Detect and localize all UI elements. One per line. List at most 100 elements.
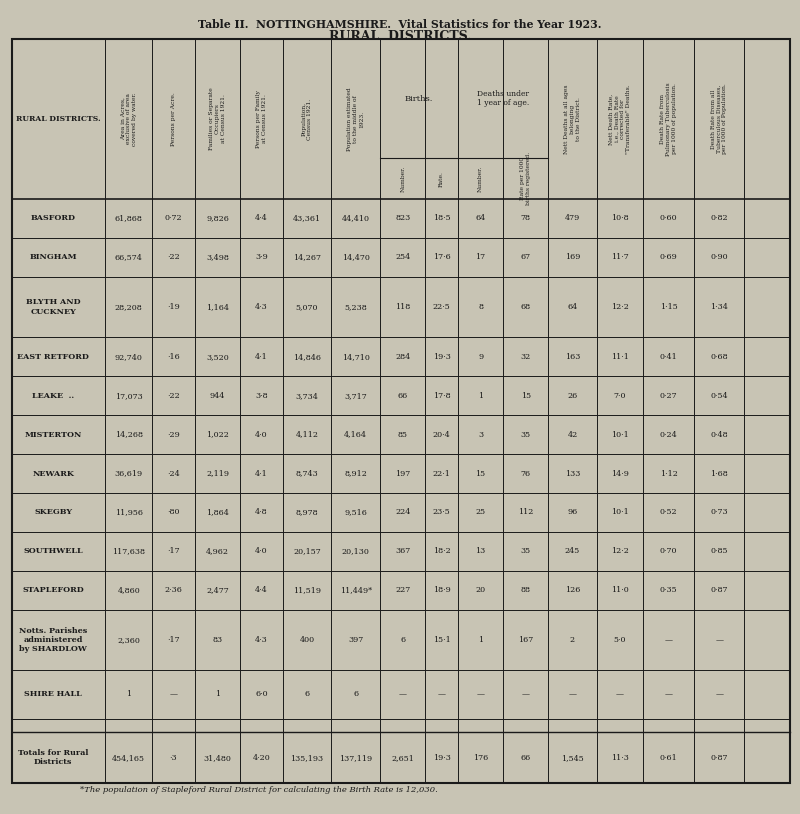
- Text: 0·69: 0·69: [660, 253, 678, 261]
- Text: Persons per Acre.: Persons per Acre.: [171, 92, 176, 146]
- Text: 167: 167: [518, 636, 534, 644]
- Text: 19·3: 19·3: [433, 754, 450, 762]
- Text: 20,157: 20,157: [293, 547, 321, 555]
- Text: 224: 224: [395, 509, 410, 516]
- Text: 254: 254: [395, 253, 410, 261]
- Text: ·3: ·3: [170, 754, 178, 762]
- Text: 31,480: 31,480: [203, 754, 231, 762]
- Text: 11,449*: 11,449*: [340, 586, 372, 594]
- Text: 1: 1: [478, 392, 483, 400]
- Text: —: —: [715, 690, 723, 698]
- Text: 10·1: 10·1: [611, 509, 629, 516]
- Text: ·19: ·19: [167, 303, 180, 311]
- Text: 14,846: 14,846: [293, 352, 321, 361]
- Text: BLYTH AND
CUCKNEY: BLYTH AND CUCKNEY: [26, 299, 81, 316]
- Text: 44,410: 44,410: [342, 215, 370, 222]
- Text: Deaths under
1 year of age.: Deaths under 1 year of age.: [477, 90, 530, 107]
- Text: 137,119: 137,119: [339, 754, 372, 762]
- Text: 6: 6: [353, 690, 358, 698]
- Text: 118: 118: [395, 303, 410, 311]
- Text: 2,119: 2,119: [206, 470, 229, 478]
- Text: 479: 479: [565, 215, 580, 222]
- Text: Number.: Number.: [478, 165, 483, 191]
- Text: 1·15: 1·15: [660, 303, 678, 311]
- Text: 1·12: 1·12: [660, 470, 678, 478]
- Text: 3,520: 3,520: [206, 352, 229, 361]
- Text: 35: 35: [521, 431, 531, 439]
- Text: EAST RETFORD: EAST RETFORD: [17, 352, 89, 361]
- Text: 245: 245: [565, 547, 580, 555]
- Text: 68: 68: [521, 303, 531, 311]
- Text: Totals for Rural
Districts: Totals for Rural Districts: [18, 749, 88, 766]
- Text: 1: 1: [215, 690, 220, 698]
- Text: 20: 20: [475, 586, 486, 594]
- Text: 10·8: 10·8: [611, 215, 629, 222]
- Text: LEAKE  ..: LEAKE ..: [32, 392, 74, 400]
- Text: 11·0: 11·0: [611, 586, 629, 594]
- Text: 6·0: 6·0: [255, 690, 268, 698]
- Text: 12·2: 12·2: [611, 547, 629, 555]
- Text: RURAL DISTRICTS.: RURAL DISTRICTS.: [16, 115, 101, 123]
- Text: 133: 133: [565, 470, 580, 478]
- Text: 0·41: 0·41: [660, 352, 678, 361]
- Text: 22·5: 22·5: [433, 303, 450, 311]
- Text: 1,864: 1,864: [206, 509, 229, 516]
- Text: Table II.  NOTTINGHAMSHIRE.  Vital Statistics for the Year 1923.: Table II. NOTTINGHAMSHIRE. Vital Statist…: [198, 19, 602, 30]
- Text: 5,238: 5,238: [344, 303, 367, 311]
- Text: 22·1: 22·1: [433, 470, 450, 478]
- Text: 4·4: 4·4: [255, 215, 268, 222]
- Text: 0·70: 0·70: [660, 547, 678, 555]
- Text: 15: 15: [475, 470, 486, 478]
- Text: 67: 67: [521, 253, 531, 261]
- Text: 1: 1: [478, 636, 483, 644]
- Text: SHIRE HALL: SHIRE HALL: [24, 690, 82, 698]
- Text: 66,574: 66,574: [115, 253, 142, 261]
- Text: Nett Deaths at all ages
belonging
to the District.: Nett Deaths at all ages belonging to the…: [564, 85, 581, 154]
- Text: 1,545: 1,545: [561, 754, 584, 762]
- Text: 4·3: 4·3: [255, 636, 268, 644]
- Text: 76: 76: [521, 470, 531, 478]
- Text: Population,
Census 1921.: Population, Census 1921.: [302, 98, 313, 140]
- Text: 1·68: 1·68: [710, 470, 728, 478]
- Text: 0·85: 0·85: [710, 547, 728, 555]
- Text: 5,070: 5,070: [296, 303, 318, 311]
- Text: SKEGBY: SKEGBY: [34, 509, 72, 516]
- Text: 2: 2: [570, 636, 575, 644]
- Text: 66: 66: [398, 392, 408, 400]
- Text: BASFORD: BASFORD: [30, 215, 75, 222]
- Text: 3,717: 3,717: [344, 392, 367, 400]
- Text: —: —: [569, 690, 577, 698]
- Text: 4·1: 4·1: [255, 352, 268, 361]
- Text: 10·1: 10·1: [611, 431, 629, 439]
- Text: 11·3: 11·3: [611, 754, 629, 762]
- Text: 8,743: 8,743: [296, 470, 318, 478]
- Text: 9: 9: [478, 352, 483, 361]
- Text: 4,112: 4,112: [295, 431, 318, 439]
- Text: 0·87: 0·87: [710, 586, 728, 594]
- Text: —: —: [438, 690, 446, 698]
- Text: 0·72: 0·72: [165, 215, 182, 222]
- Text: 0·54: 0·54: [710, 392, 728, 400]
- Text: 0·68: 0·68: [710, 352, 728, 361]
- Text: Families or Separate
Occupiers
at Census 1921.: Families or Separate Occupiers at Census…: [209, 88, 226, 151]
- Text: 2,360: 2,360: [118, 636, 140, 644]
- Text: 12·2: 12·2: [611, 303, 629, 311]
- Text: Population estimated
to the middle of
1923.: Population estimated to the middle of 19…: [347, 87, 364, 151]
- Text: 163: 163: [565, 352, 580, 361]
- Text: ·17: ·17: [167, 547, 180, 555]
- Text: Number.: Number.: [400, 165, 406, 191]
- Text: 1,164: 1,164: [206, 303, 229, 311]
- Text: 2,651: 2,651: [391, 754, 414, 762]
- Text: 28,208: 28,208: [115, 303, 142, 311]
- Text: 15: 15: [521, 392, 531, 400]
- Text: 0·52: 0·52: [660, 509, 678, 516]
- Text: ·16: ·16: [167, 352, 180, 361]
- Text: Rate per 1000
births registered.: Rate per 1000 births registered.: [520, 152, 531, 205]
- Text: Notts. Parishes
administered
by SHARDLOW: Notts. Parishes administered by SHARDLOW: [19, 627, 87, 653]
- Text: 0·24: 0·24: [660, 431, 678, 439]
- Text: 11,956: 11,956: [114, 509, 142, 516]
- Text: 944: 944: [210, 392, 225, 400]
- Text: 43,361: 43,361: [293, 215, 321, 222]
- Text: SOUTHWELL: SOUTHWELL: [23, 547, 83, 555]
- Text: 5·0: 5·0: [614, 636, 626, 644]
